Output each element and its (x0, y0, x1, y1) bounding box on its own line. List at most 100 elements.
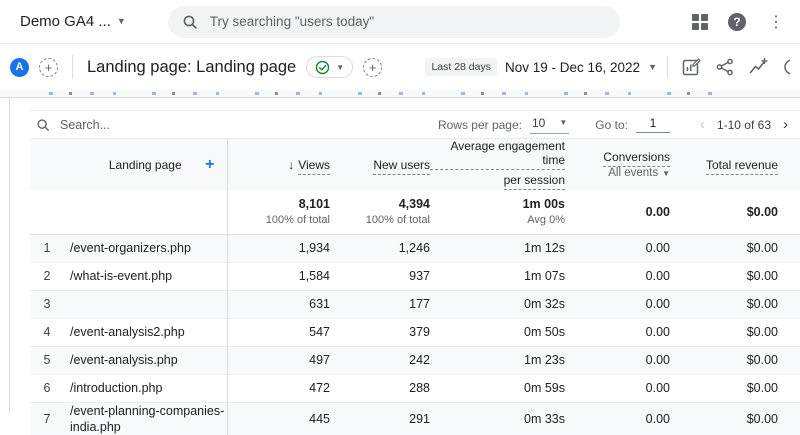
row-number: 1 (30, 233, 64, 262)
avg-engagement-value: 1m 23s (430, 345, 565, 374)
pagination-controls: Rows per page: 10 ▼ Go to: ‹ 1-10 of 63 … (438, 116, 792, 134)
clipped-scrolled-row (0, 90, 800, 98)
add-comparison-button[interactable]: + (39, 57, 58, 77)
date-range-chip: Last 28 days (425, 58, 497, 76)
conversions-value: 0.00 (565, 261, 670, 290)
column-header-conversions[interactable]: Conversions All events ▼ (565, 139, 670, 190)
share-icon[interactable] (715, 57, 735, 77)
customize-report-icon[interactable] (681, 57, 701, 77)
clipped-edge-icon (782, 57, 790, 77)
global-search-bar[interactable] (167, 5, 620, 38)
app-bar: Demo GA4 ... ▼ ? ⋮ (0, 0, 800, 44)
views-header-label: Views (298, 157, 330, 175)
report-header-bar: A + Landing page: Landing page ▼ + Last … (0, 44, 800, 90)
insights-icon[interactable] (749, 57, 769, 77)
sort-descending-icon: ↓ (288, 157, 295, 172)
kebab-menu-icon[interactable]: ⋮ (768, 13, 784, 31)
new-users-value: 379 (330, 317, 430, 346)
column-header-landing-page[interactable]: Landing page + (64, 139, 228, 190)
avatar[interactable]: A (10, 57, 29, 77)
avg-engagement-value: 0m 32s (430, 289, 565, 318)
table-row: 2 /what-is-event.php 1,584 937 1m 07s 0.… (30, 261, 800, 290)
table-row: 5 /event-analysis.php 497 242 1m 23s 0.0… (30, 345, 800, 374)
avg-engagement-value: 1m 12s (430, 233, 565, 262)
approved-check-icon (315, 60, 330, 75)
column-header-new-users[interactable]: New users (330, 139, 430, 190)
table-row: 4 /event-analysis2.php 547 379 0m 50s 0.… (30, 317, 800, 346)
revenue-value: $0.00 (670, 401, 800, 435)
revenue-value: $0.00 (670, 317, 800, 346)
views-value: 1,584 (227, 261, 330, 290)
views-value: 497 (227, 345, 330, 374)
account-switcher[interactable]: Demo GA4 ... ▼ (20, 13, 126, 30)
row-number: 5 (30, 345, 64, 374)
landing-page-value: /event-organizers.php (64, 233, 228, 262)
views-value: 445 (227, 401, 330, 435)
left-rail-divider (9, 98, 10, 413)
help-icon[interactable]: ? (728, 12, 746, 31)
totals-new-users: 4,394 100% of total (330, 190, 430, 235)
goto-label: Go to: (595, 117, 628, 132)
totals-views: 8,101 100% of total (227, 190, 330, 235)
conversions-value: 0.00 (565, 345, 670, 374)
rows-per-page-value: 10 (531, 115, 546, 130)
row-number: 2 (30, 261, 64, 290)
divider (72, 55, 73, 79)
add-column-button[interactable]: + (205, 155, 215, 173)
landing-page-value: /what-is-event.php (64, 261, 228, 290)
search-icon (182, 14, 198, 30)
global-search-input[interactable] (209, 14, 606, 29)
conversions-value: 0.00 (565, 401, 670, 435)
rows-per-page-label: Rows per page: (437, 117, 522, 132)
conversions-event-filter[interactable]: All events ▼ (565, 167, 670, 179)
conversions-value: 0.00 (565, 317, 670, 346)
table-toolbar: Rows per page: 10 ▼ Go to: ‹ 1-10 of 63 … (30, 110, 800, 139)
chevron-down-icon: ▼ (336, 62, 345, 72)
prev-page-button[interactable]: ‹ (699, 116, 705, 133)
landing-page-value: /introduction.php (64, 373, 228, 402)
conversions-value: 0.00 (565, 373, 670, 402)
views-value: 547 (227, 317, 330, 346)
date-range-selector[interactable]: Nov 19 - Dec 16, 2022 (504, 59, 641, 75)
views-value: 631 (227, 289, 330, 318)
row-number: 4 (30, 317, 64, 346)
new-users-value: 937 (330, 261, 430, 290)
conversions-filter-label: All events (608, 167, 659, 179)
totals-row: 8,101 100% of total 4,394 100% of total … (30, 190, 800, 235)
clipped-content-fragments (35, 92, 725, 95)
report-status-pill[interactable]: ▼ (306, 56, 354, 78)
new-users-value: 242 (330, 345, 430, 374)
apps-grid-icon[interactable] (692, 13, 708, 30)
rows-per-page-select[interactable]: 10 ▼ (529, 115, 570, 134)
goto-page-input[interactable] (635, 116, 670, 133)
table-search[interactable] (36, 117, 240, 132)
totals-blank (30, 190, 64, 235)
row-number: 6 (30, 373, 64, 402)
totals-conversions: 0.00 (565, 190, 670, 235)
table-row: 6 /introduction.php 472 288 0m 59s 0.00 … (30, 373, 800, 402)
new-users-value: 288 (330, 373, 430, 402)
avg-engagement-value: 0m 59s (430, 373, 565, 402)
table-search-input[interactable] (60, 117, 240, 132)
next-page-button[interactable]: › (783, 116, 788, 133)
new-users-header-label: New users (373, 157, 430, 175)
column-header-total-revenue[interactable]: Total revenue (670, 139, 800, 190)
add-report-tab-button[interactable]: + (363, 57, 383, 77)
search-icon (36, 118, 50, 132)
views-value: 472 (227, 373, 330, 402)
row-number: 7 (30, 401, 64, 435)
conversions-value: 0.00 (565, 289, 670, 318)
totals-avg-engagement: 1m 00s Avg 0% (430, 190, 565, 235)
new-users-value: 177 (330, 289, 430, 318)
landing-page-value (64, 289, 228, 318)
column-header-views[interactable]: ↓ Views (227, 139, 330, 190)
report-table: Landing page + ↓ Views New users Average … (30, 139, 800, 435)
avg-engagement-value: 0m 50s (430, 317, 565, 346)
divider (667, 56, 668, 78)
column-header-avg-engagement[interactable]: Average engagement time per session (430, 139, 565, 190)
avg-engagement-header-line1: Average engagement time (430, 139, 565, 170)
revenue-value: $0.00 (670, 261, 800, 290)
conversions-value: 0.00 (565, 233, 670, 262)
row-number: 3 (30, 289, 64, 318)
landing-page-header-label: Landing page (108, 157, 182, 172)
